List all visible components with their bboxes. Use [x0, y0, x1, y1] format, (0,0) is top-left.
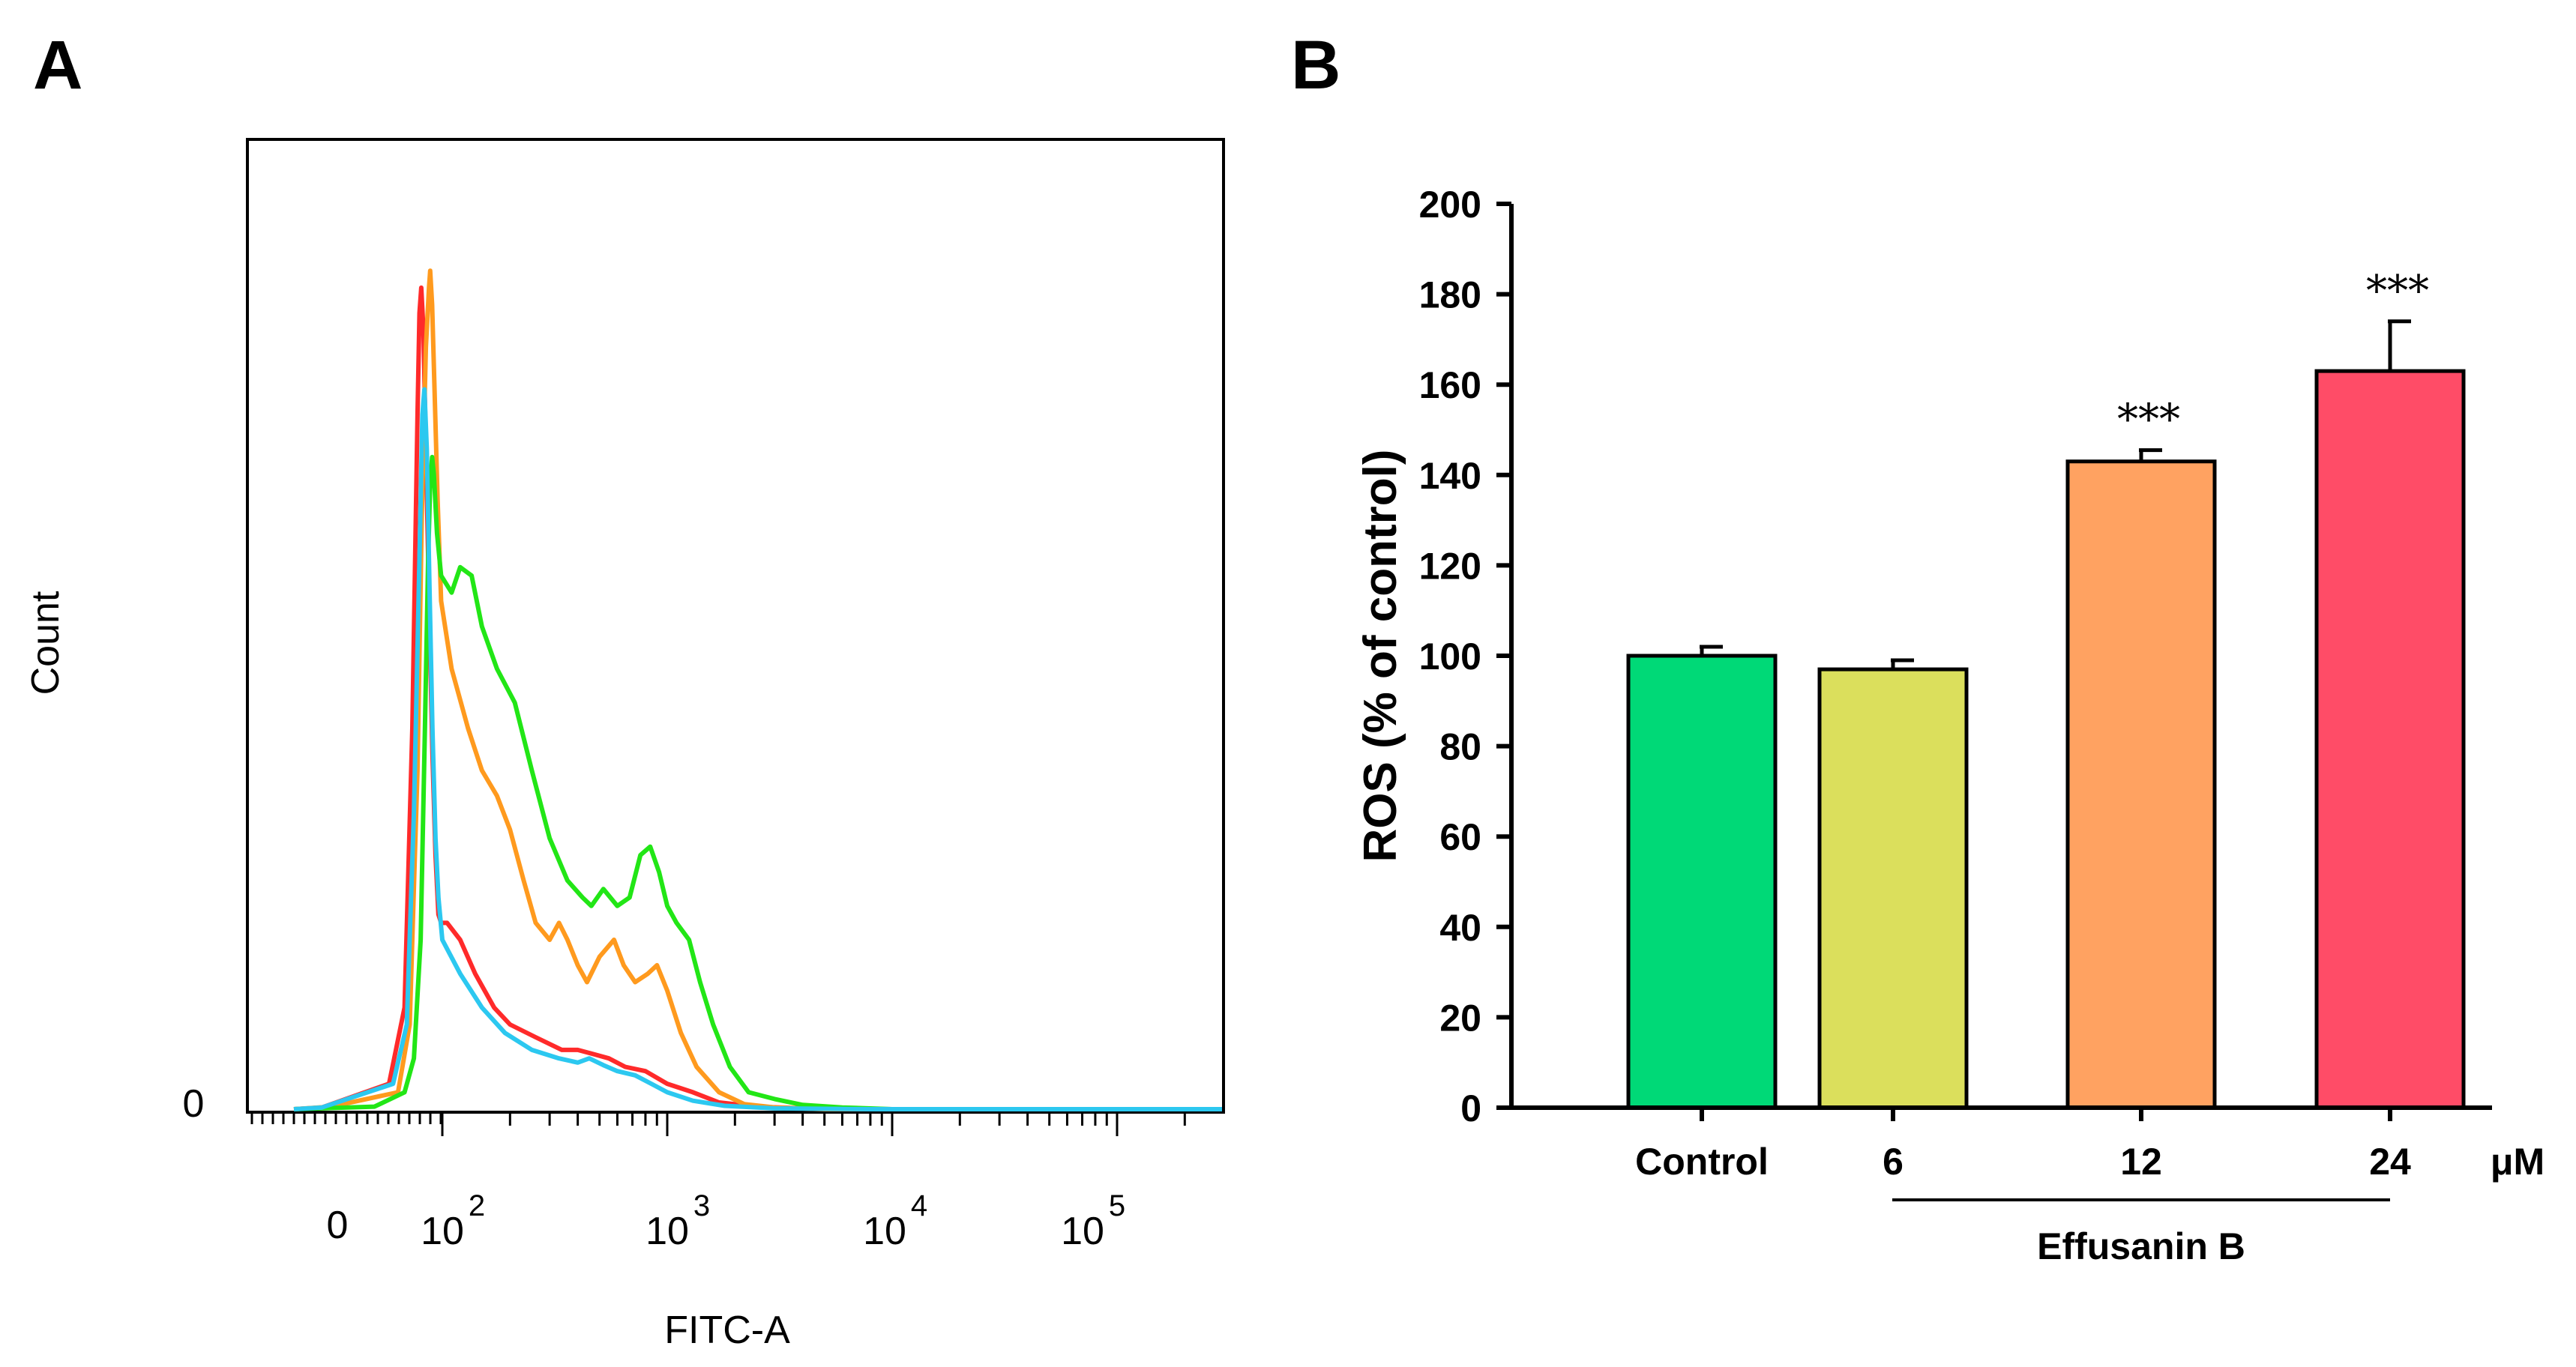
treatment-group-label: Effusanin B: [2037, 1225, 2245, 1267]
bar-chart-x-tick-label: 6: [1883, 1141, 1904, 1183]
bar-chart-x-tick-label: 12: [2120, 1141, 2162, 1183]
histogram-panel: 0 Count FITC-A 0 10 2 10 3 10 4 10 5: [24, 138, 1225, 1352]
histogram-x-tick-1e3-exponent: 3: [693, 1189, 710, 1222]
bar: [1817, 667, 1969, 1110]
significance-marker: ***: [2366, 267, 2429, 316]
histogram-series-4: [293, 387, 1222, 1111]
histogram-x-tick-1e2-base: 10: [421, 1210, 464, 1253]
histogram-x-tick-1e5-exponent: 5: [1109, 1189, 1125, 1222]
bar: [1626, 654, 1778, 1110]
bar-chart-bars: *** ***: [1626, 267, 2466, 1110]
bar-chart-y-tick-label: 120: [1419, 545, 1481, 587]
histogram-x-tick-1e4-exponent: 4: [911, 1189, 927, 1222]
histogram-x-axis-label: FITC-A: [664, 1309, 790, 1352]
bar-chart-unit-label: μM: [2491, 1141, 2545, 1183]
histogram-y-tick-0: 0: [183, 1082, 205, 1126]
histogram-x-tick-1e4: 10 4: [863, 1189, 927, 1253]
bar-chart-y-tick-label: 100: [1419, 636, 1481, 678]
bar: [2314, 369, 2466, 1110]
panel-label-b: B: [1291, 27, 1340, 103]
bar-chart-y-tick-label: 20: [1439, 997, 1481, 1039]
bar-chart-y-ticks: 0 20 40 60 80 100 120 140 160 180 200: [1419, 184, 1511, 1129]
bar-chart-panel: *** *** 0 20 40 60 80 100 120 140 160 180 200 Contr…: [1355, 184, 2545, 1267]
panel-label-a: A: [33, 27, 82, 103]
histogram-frame: [246, 138, 1225, 1114]
histogram-y-axis-label: Count: [24, 591, 67, 695]
bar-chart-x-tick-label: Control: [1635, 1141, 1769, 1183]
bar-chart-y-tick-label: 160: [1419, 364, 1481, 406]
histogram-x-tick-1e3: 10 3: [645, 1189, 710, 1253]
bar-chart-y-tick-label: 180: [1419, 274, 1481, 316]
bar-chart-x-tick-label: 24: [2369, 1141, 2411, 1183]
bar: [2065, 459, 2217, 1110]
histogram-x-tick-0: 0: [327, 1204, 349, 1247]
bar-chart-y-tick-label: 60: [1439, 816, 1481, 858]
histogram-lines: [293, 268, 1222, 1111]
histogram-series-2: [293, 268, 1222, 1111]
bar-chart-x-ticks: Control 6 12 24: [1635, 1108, 2411, 1183]
histogram-x-tick-1e4-base: 10: [863, 1210, 906, 1253]
bar-chart-y-tick-label: 40: [1439, 907, 1481, 949]
histogram-x-minor-ticks: [250, 1112, 1186, 1136]
bar-chart-y-tick-label: 80: [1439, 726, 1481, 768]
histogram-x-tick-1e2-exponent: 2: [469, 1189, 485, 1222]
bar-chart-y-tick-label: 140: [1419, 455, 1481, 497]
histogram-x-tick-1e2: 10 2: [421, 1189, 485, 1253]
histogram-x-tick-1e5: 10 5: [1061, 1189, 1125, 1253]
bar-chart-y-tick-label: 200: [1419, 184, 1481, 226]
significance-marker: ***: [2117, 396, 2180, 444]
histogram-x-tick-1e5-base: 10: [1061, 1210, 1104, 1253]
histogram-x-tick-1e3-base: 10: [645, 1210, 689, 1253]
bar-chart-y-axis-label: ROS (% of control): [1355, 449, 1406, 862]
histogram-series-1: [293, 285, 1222, 1111]
bar-chart-y-tick-label: 0: [1460, 1087, 1481, 1129]
